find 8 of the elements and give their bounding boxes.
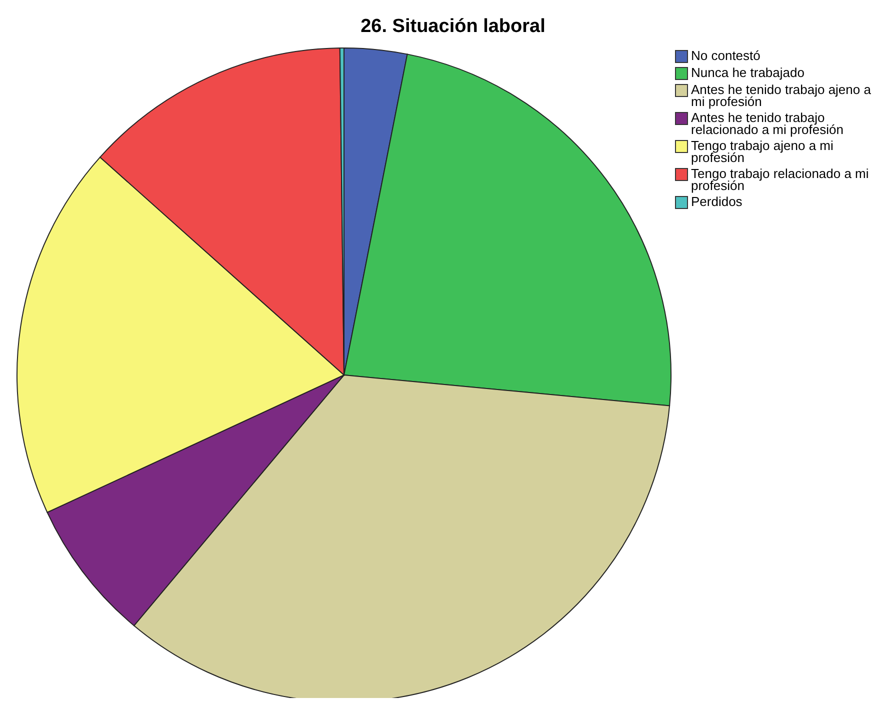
legend-label: Antes he tenido trabajo ajeno a mi profesión [691,82,871,109]
legend-label: Perdidos [691,194,742,209]
chart-title: 26. Situación laboral [360,16,546,38]
legend-label: Tengo trabajo relacionado a mi profesión [691,166,870,193]
legend-label: Nunca he trabajado [691,65,804,80]
legend-label: No contestó [691,48,760,63]
legend-label: Antes he tenido trabajo relacionado a mi profesión [691,110,844,137]
legend-label: Tengo trabajo ajeno a mi profesión [691,138,834,165]
